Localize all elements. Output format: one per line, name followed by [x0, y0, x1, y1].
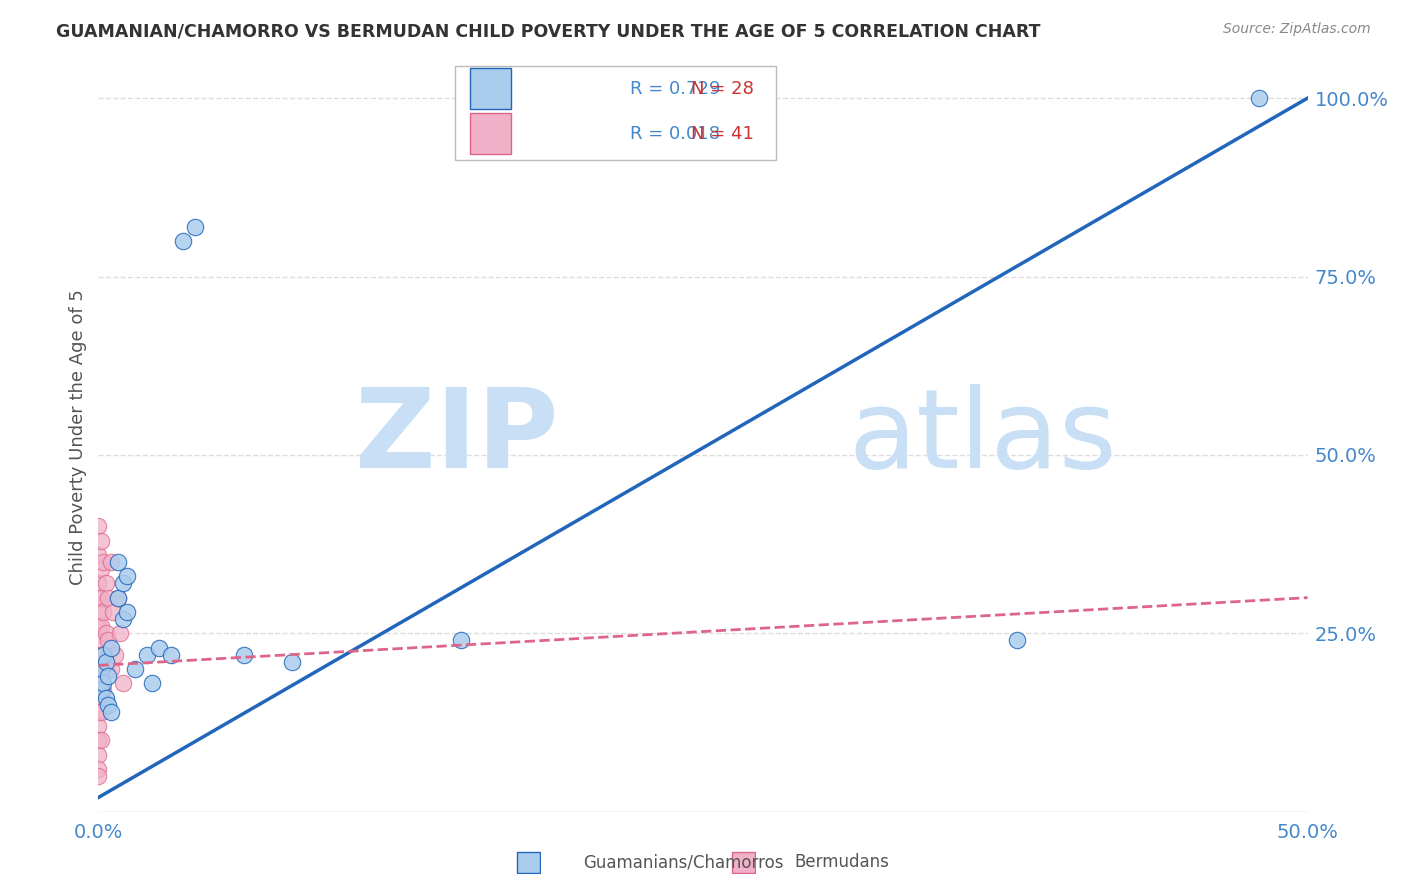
- Point: [91, 605, 114, 619]
- Point: [90, 705, 112, 719]
- Point: [1249, 91, 1271, 105]
- Point: [107, 591, 129, 605]
- Point: [101, 605, 124, 619]
- Point: [87, 769, 110, 783]
- Point: [104, 648, 127, 662]
- Point: [97, 698, 120, 712]
- Text: Bermudans: Bermudans: [794, 853, 889, 871]
- Point: [87, 676, 110, 690]
- Point: [94, 655, 117, 669]
- Point: [87, 747, 110, 762]
- Point: [100, 705, 122, 719]
- Point: [232, 648, 254, 662]
- Point: [87, 576, 110, 591]
- FancyBboxPatch shape: [470, 113, 512, 154]
- Text: N = 41: N = 41: [690, 125, 754, 143]
- Point: [90, 676, 112, 690]
- Point: [111, 576, 134, 591]
- Point: [107, 591, 129, 605]
- Y-axis label: Child Poverty Under the Age of 5: Child Poverty Under the Age of 5: [69, 289, 87, 585]
- Point: [91, 555, 114, 569]
- Point: [94, 626, 117, 640]
- Point: [107, 555, 129, 569]
- Text: GUAMANIAN/CHAMORRO VS BERMUDAN CHILD POVERTY UNDER THE AGE OF 5 CORRELATION CHAR: GUAMANIAN/CHAMORRO VS BERMUDAN CHILD POV…: [56, 22, 1040, 40]
- Point: [135, 648, 157, 662]
- Point: [90, 619, 112, 633]
- Point: [87, 762, 110, 776]
- Point: [184, 219, 207, 234]
- FancyBboxPatch shape: [470, 68, 512, 109]
- Text: R = 0.018: R = 0.018: [630, 125, 720, 143]
- Point: [87, 548, 110, 562]
- Point: [87, 619, 110, 633]
- Point: [87, 690, 110, 705]
- Point: [117, 569, 139, 583]
- Text: R = 0.729: R = 0.729: [630, 79, 721, 97]
- Point: [94, 690, 117, 705]
- Point: [450, 633, 472, 648]
- Point: [97, 669, 120, 683]
- Point: [87, 605, 110, 619]
- Point: [87, 519, 110, 533]
- Point: [90, 591, 112, 605]
- Point: [91, 648, 114, 662]
- Point: [90, 683, 112, 698]
- Point: [91, 648, 114, 662]
- Point: [90, 562, 112, 576]
- Point: [87, 733, 110, 747]
- Point: [111, 612, 134, 626]
- Text: N = 28: N = 28: [690, 79, 754, 97]
- Text: ZIP: ZIP: [354, 384, 558, 491]
- Point: [97, 633, 120, 648]
- Point: [97, 591, 120, 605]
- Point: [87, 633, 110, 648]
- Point: [100, 640, 122, 655]
- Text: Guamanians/Chamorros: Guamanians/Chamorros: [583, 853, 785, 871]
- Point: [94, 662, 117, 676]
- Point: [87, 662, 110, 676]
- Point: [90, 648, 112, 662]
- Text: atlas: atlas: [848, 384, 1116, 491]
- Point: [111, 676, 134, 690]
- Point: [87, 705, 110, 719]
- Point: [90, 733, 112, 747]
- FancyBboxPatch shape: [456, 66, 776, 160]
- Point: [1007, 633, 1029, 648]
- Point: [90, 662, 112, 676]
- Point: [117, 605, 139, 619]
- Point: [172, 234, 194, 248]
- Point: [124, 662, 146, 676]
- Text: Source: ZipAtlas.com: Source: ZipAtlas.com: [1223, 22, 1371, 37]
- Point: [141, 676, 163, 690]
- Point: [148, 640, 170, 655]
- Point: [90, 533, 112, 548]
- Point: [100, 555, 122, 569]
- Point: [108, 626, 131, 640]
- Point: [87, 648, 110, 662]
- Point: [281, 655, 304, 669]
- Point: [91, 676, 114, 690]
- Point: [100, 662, 122, 676]
- Point: [87, 591, 110, 605]
- Point: [87, 719, 110, 733]
- Point: [94, 576, 117, 591]
- Point: [91, 683, 114, 698]
- Point: [160, 648, 183, 662]
